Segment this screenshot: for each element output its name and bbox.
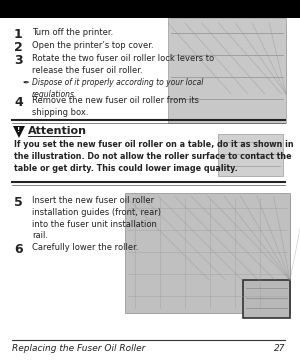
Bar	[218, 134, 283, 176]
Text: 2: 2	[14, 41, 23, 54]
Text: 3: 3	[14, 54, 22, 67]
Text: ✒: ✒	[22, 78, 29, 87]
Bar	[243, 280, 290, 318]
Text: 5: 5	[14, 196, 23, 209]
Bar	[168, 18, 286, 123]
Polygon shape	[13, 126, 25, 138]
Text: Turn off the printer.: Turn off the printer.	[32, 28, 113, 37]
Text: Carefully lower the roller.: Carefully lower the roller.	[32, 243, 139, 252]
Bar	[0, 0, 300, 18]
Text: 27: 27	[274, 344, 285, 353]
Text: 1: 1	[14, 28, 23, 41]
Text: 4: 4	[14, 96, 23, 109]
Text: Open the printer’s top cover.: Open the printer’s top cover.	[32, 41, 154, 50]
Text: If you set the new fuser oil roller on a table, do it as shown in
the illustrati: If you set the new fuser oil roller on a…	[14, 140, 294, 173]
Text: Attention: Attention	[28, 126, 87, 136]
Bar	[125, 193, 290, 313]
Text: !: !	[17, 127, 21, 133]
Text: Remove the new fuser oil roller from its
shipping box.: Remove the new fuser oil roller from its…	[32, 96, 199, 117]
Text: Dispose of it properly according to your local
regulations.: Dispose of it properly according to your…	[32, 78, 203, 99]
Text: Rotate the two fuser oil roller lock levers to
release the fuser oil roller.: Rotate the two fuser oil roller lock lev…	[32, 54, 214, 75]
Text: Replacing the Fuser Oil Roller: Replacing the Fuser Oil Roller	[12, 344, 146, 353]
Text: 6: 6	[14, 243, 22, 256]
Text: Insert the new fuser oil roller
installation guides (front, rear)
into the fuser: Insert the new fuser oil roller installa…	[32, 196, 161, 240]
